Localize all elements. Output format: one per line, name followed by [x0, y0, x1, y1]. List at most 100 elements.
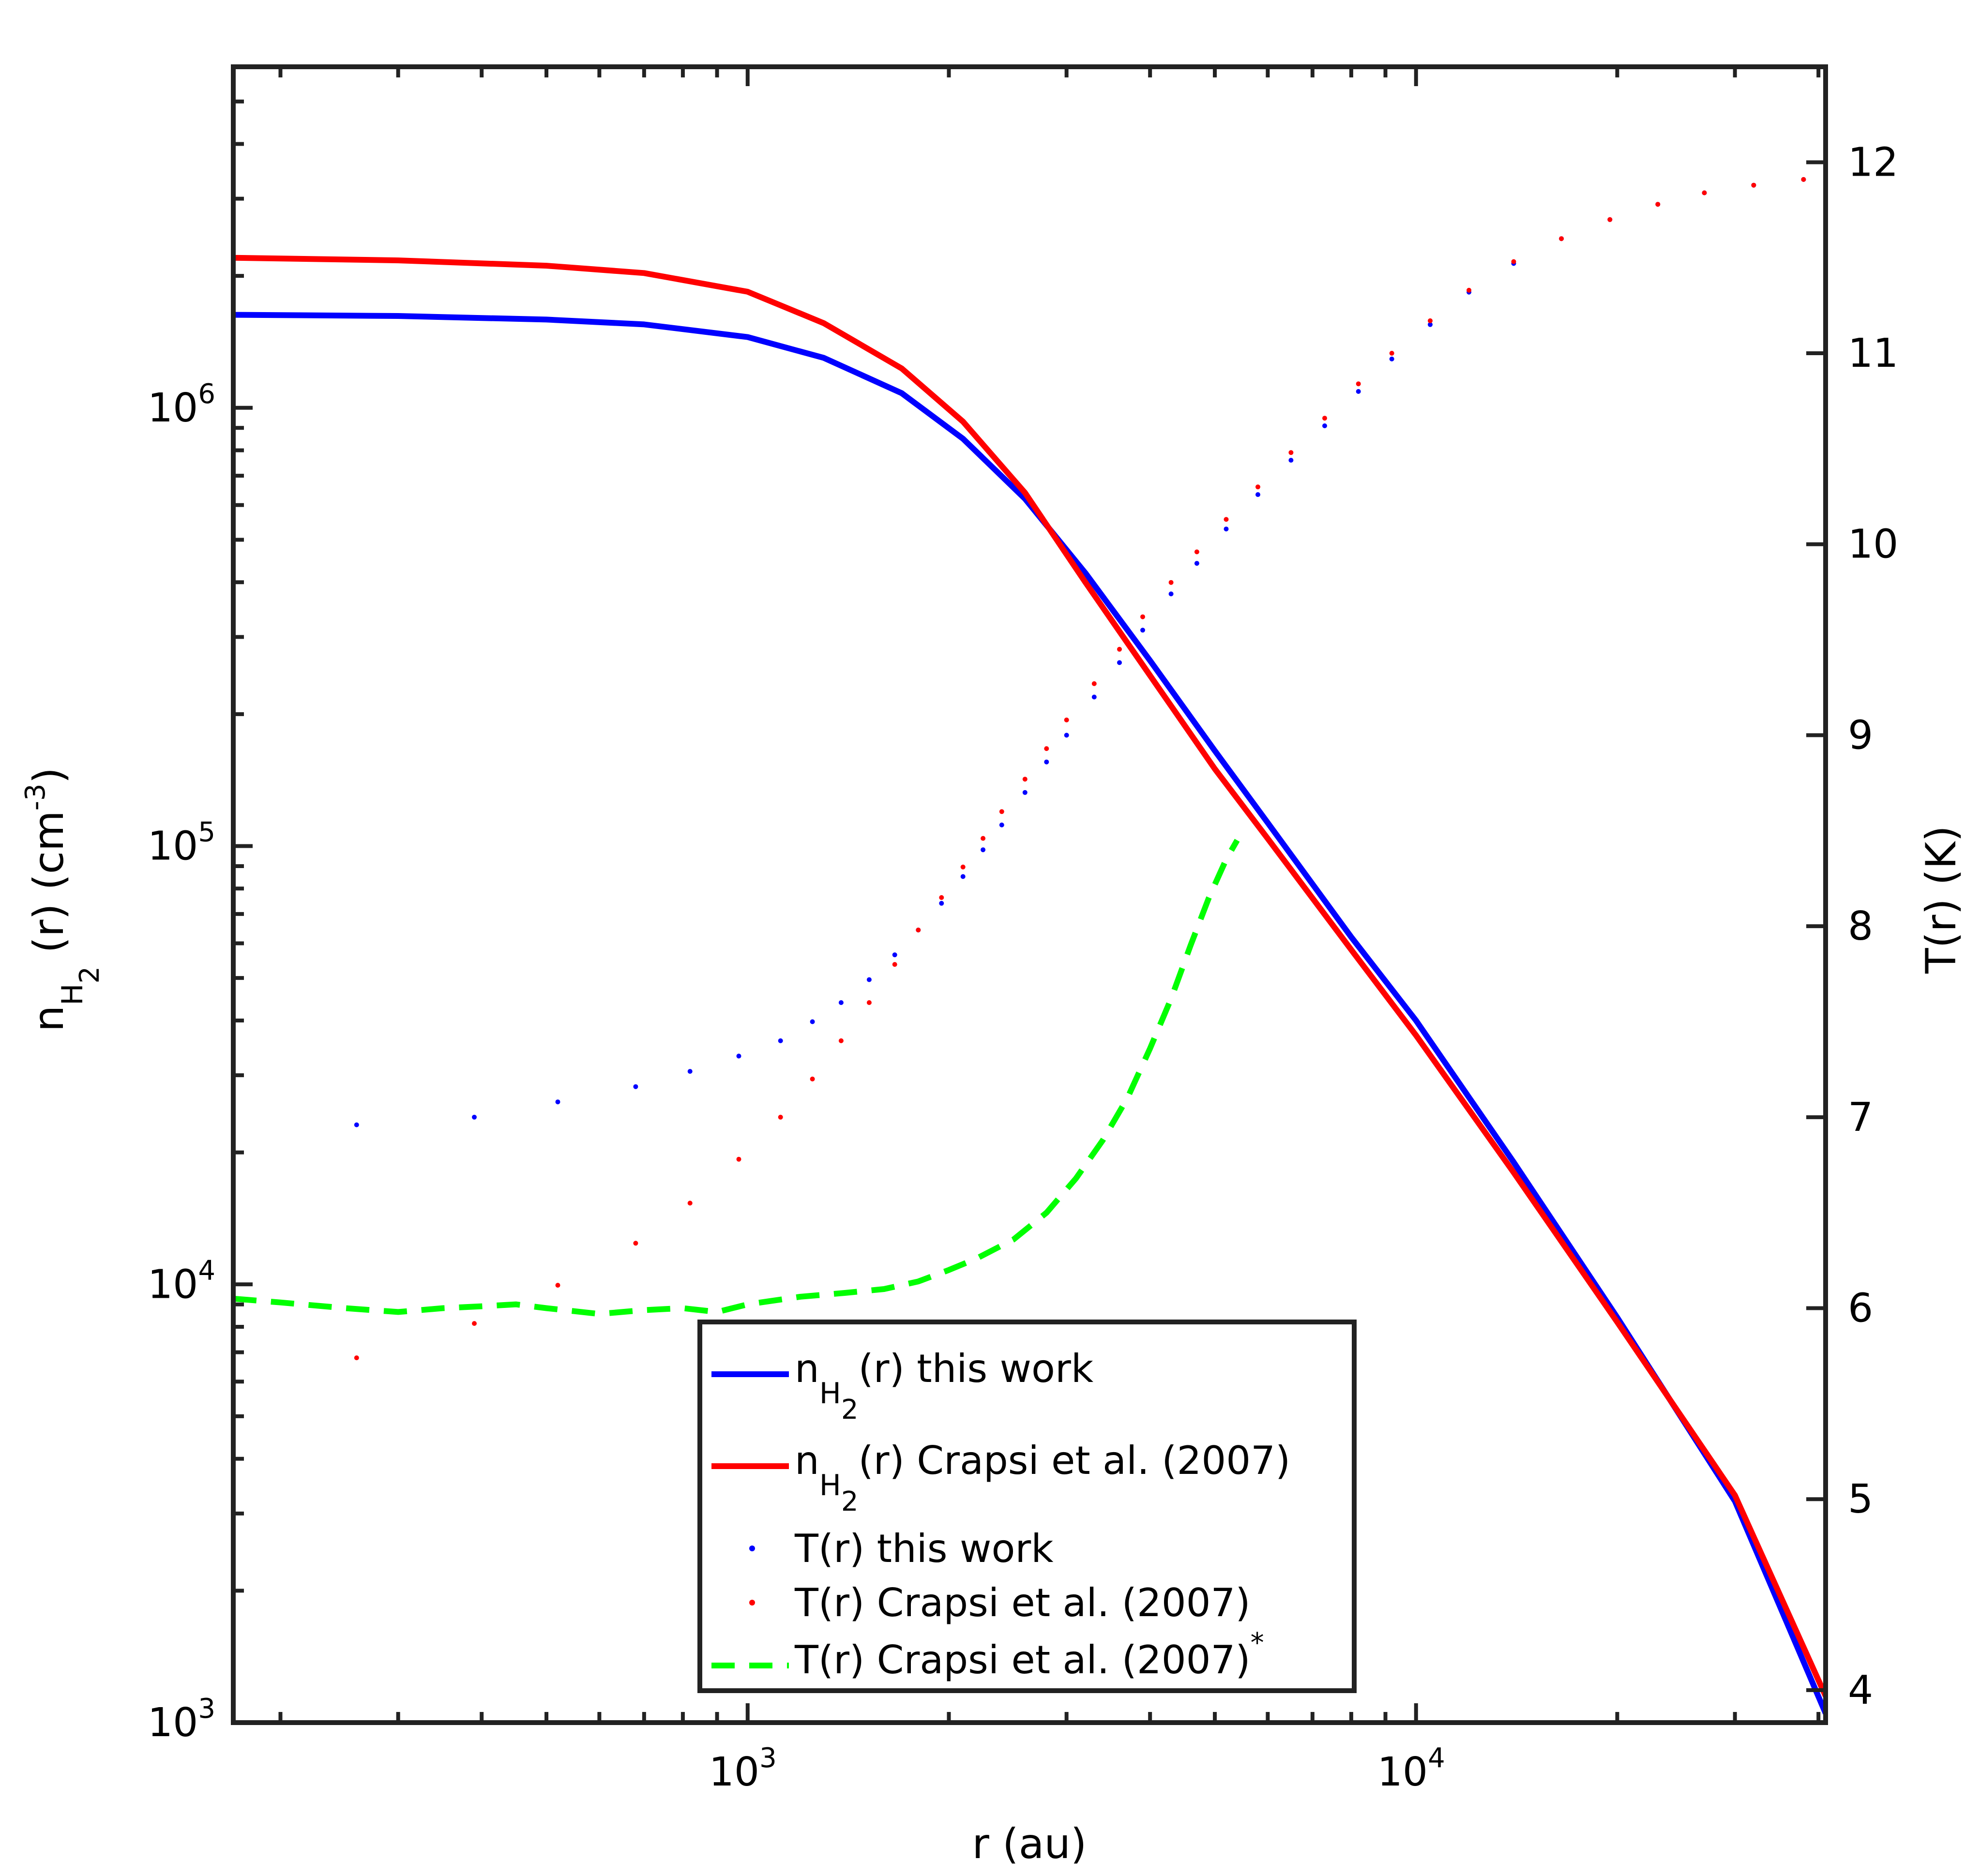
y-left-tick-label: 105 [148, 817, 215, 870]
data-point-t_this-28 [1322, 423, 1327, 428]
data-point-t_crapsi-32 [1466, 287, 1472, 293]
data-point-t_crapsi-3 [555, 1283, 560, 1288]
legend-label-post: (r) this work [858, 1346, 1093, 1391]
data-point-t_crapsi-39 [1801, 177, 1806, 182]
legend-label-pre: T(r) this work [794, 1526, 1054, 1571]
y-left-tick-exp: 4 [198, 1255, 215, 1286]
y-right-axis-label: T(r) (K) [1917, 825, 1965, 974]
data-point-t_crapsi-12 [916, 928, 921, 932]
y-left-tick-base: 10 [148, 385, 198, 431]
y-left-axis-label: nH2 (r) (cm-3) [20, 767, 106, 1032]
legend-label-pre: n [795, 1346, 819, 1391]
data-point-t_crapsi-37 [1702, 190, 1707, 195]
legend-label: nH2(r) this work [795, 1346, 1094, 1426]
data-point-t_crapsi-19 [1064, 717, 1069, 722]
legend-label-pre: T(r) Crapsi et al. (2007) [794, 1580, 1251, 1625]
data-point-t_this-13 [939, 900, 944, 906]
data-point-t_crapsi-34 [1559, 236, 1564, 241]
data-point-t_this-31 [1428, 322, 1433, 327]
data-point-t_this-30 [1389, 356, 1394, 361]
data-point-t_crapsi-23 [1168, 580, 1174, 585]
data-point-t_this-9 [838, 1000, 844, 1005]
plot-frame [231, 64, 1828, 1725]
data-point-t_crapsi-22 [1140, 614, 1145, 619]
series-n_this [233, 312, 1826, 1715]
data-point-t_this-2 [472, 1114, 477, 1120]
data-point-t_crapsi-7 [778, 1114, 783, 1120]
data-point-t_crapsi-33 [1511, 259, 1516, 264]
series-line-n_this [233, 312, 1826, 1715]
data-point-t_crapsi-4 [633, 1241, 638, 1246]
y-axis-right: 4 5 6 7 8 9 10 11 12 T(r) (K) [1806, 139, 1965, 1713]
legend-label: T(r) Crapsi et al. (2007)* [794, 1627, 1264, 1682]
data-point-t_this-20 [1091, 694, 1097, 700]
legend-label: T(r) Crapsi et al. (2007) [794, 1580, 1251, 1625]
data-point-t_crapsi-21 [1117, 646, 1122, 652]
data-point-t_this-8 [810, 1019, 815, 1024]
data-point-t_this-22 [1140, 628, 1145, 633]
y-right-tick-label: 4 [1848, 1667, 1873, 1713]
data-point-t_this-21 [1117, 660, 1122, 665]
y-left-tick-base: 10 [148, 824, 198, 870]
data-point-t_this-17 [1022, 790, 1028, 795]
data-point-t_crapsi-6 [736, 1156, 741, 1162]
legend-label-sub2: 2 [841, 1394, 859, 1426]
data-point-t_this-1 [354, 1122, 359, 1127]
x-tick-exp: 3 [759, 1742, 777, 1774]
data-point-t_crapsi-26 [1255, 484, 1260, 490]
legend-label: nH2(r) Crapsi et al. (2007) [795, 1438, 1290, 1517]
y-left-tick-exp: 3 [198, 1693, 215, 1725]
data-point-t_crapsi-29 [1356, 381, 1361, 387]
data-point-t_this-5 [687, 1069, 693, 1074]
legend-label-sup: * [1251, 1627, 1264, 1659]
data-point-t_this-6 [736, 1053, 741, 1059]
y-left-tick-exp: 5 [198, 817, 215, 848]
data-point-t_this-24 [1194, 561, 1199, 566]
data-point-t_this-25 [1224, 526, 1229, 532]
legend-swatch-dot [749, 1546, 755, 1551]
y-left-label-close: ) [25, 767, 73, 784]
series-line-n_crapsi [233, 255, 1826, 1697]
data-point-t_this-18 [1044, 759, 1049, 765]
legend-entry: nH2(r) this work [711, 1346, 1094, 1426]
data-point-t_crapsi-35 [1607, 217, 1613, 222]
data-point-t_this-15 [981, 847, 986, 853]
legend-label-post: (r) Crapsi et al. (2007) [858, 1438, 1290, 1483]
legend-label-sub1: H [819, 1377, 841, 1411]
data-point-t_crapsi-2 [472, 1321, 477, 1326]
data-point-t_this-27 [1288, 458, 1294, 463]
data-point-t_this-16 [999, 822, 1004, 827]
x-tick-label: 104 [1377, 1742, 1445, 1795]
data-point-t_crapsi-17 [1022, 777, 1028, 782]
data-point-t_this-7 [778, 1038, 783, 1043]
legend-swatch-dot [749, 1600, 755, 1606]
y-left-label-sub1: H [56, 984, 90, 1006]
legend-box [697, 1320, 1357, 1693]
legend-label: T(r) this work [794, 1526, 1054, 1571]
y-left-tick-label: 106 [148, 378, 215, 431]
data-point-t_this-11 [892, 952, 897, 958]
y-right-tick-label: 7 [1848, 1095, 1873, 1141]
data-point-t_crapsi-38 [1751, 182, 1756, 188]
y-left-tick-exp: 6 [198, 378, 215, 410]
y-right-tick-label: 8 [1848, 903, 1873, 949]
data-point-t_crapsi-13 [939, 895, 944, 900]
y-left-tick-base: 10 [148, 1700, 198, 1746]
data-point-t_this-10 [866, 977, 872, 982]
data-point-t_crapsi-15 [981, 836, 986, 841]
data-point-t_crapsi-1 [354, 1355, 359, 1361]
data-point-t_crapsi-25 [1224, 517, 1229, 522]
y-right-tick-label: 6 [1848, 1286, 1873, 1332]
legend-entry: nH2(r) Crapsi et al. (2007) [711, 1438, 1290, 1517]
data-point-t_crapsi-36 [1655, 202, 1661, 207]
data-point-t_crapsi-30 [1389, 351, 1394, 356]
y-right-tick-label: 9 [1848, 712, 1873, 758]
series-n_crapsi [233, 255, 1826, 1697]
data-point-t_crapsi-16 [999, 809, 1004, 814]
y-left-tick-base: 10 [148, 1261, 198, 1307]
data-point-t_this-19 [1064, 733, 1069, 738]
